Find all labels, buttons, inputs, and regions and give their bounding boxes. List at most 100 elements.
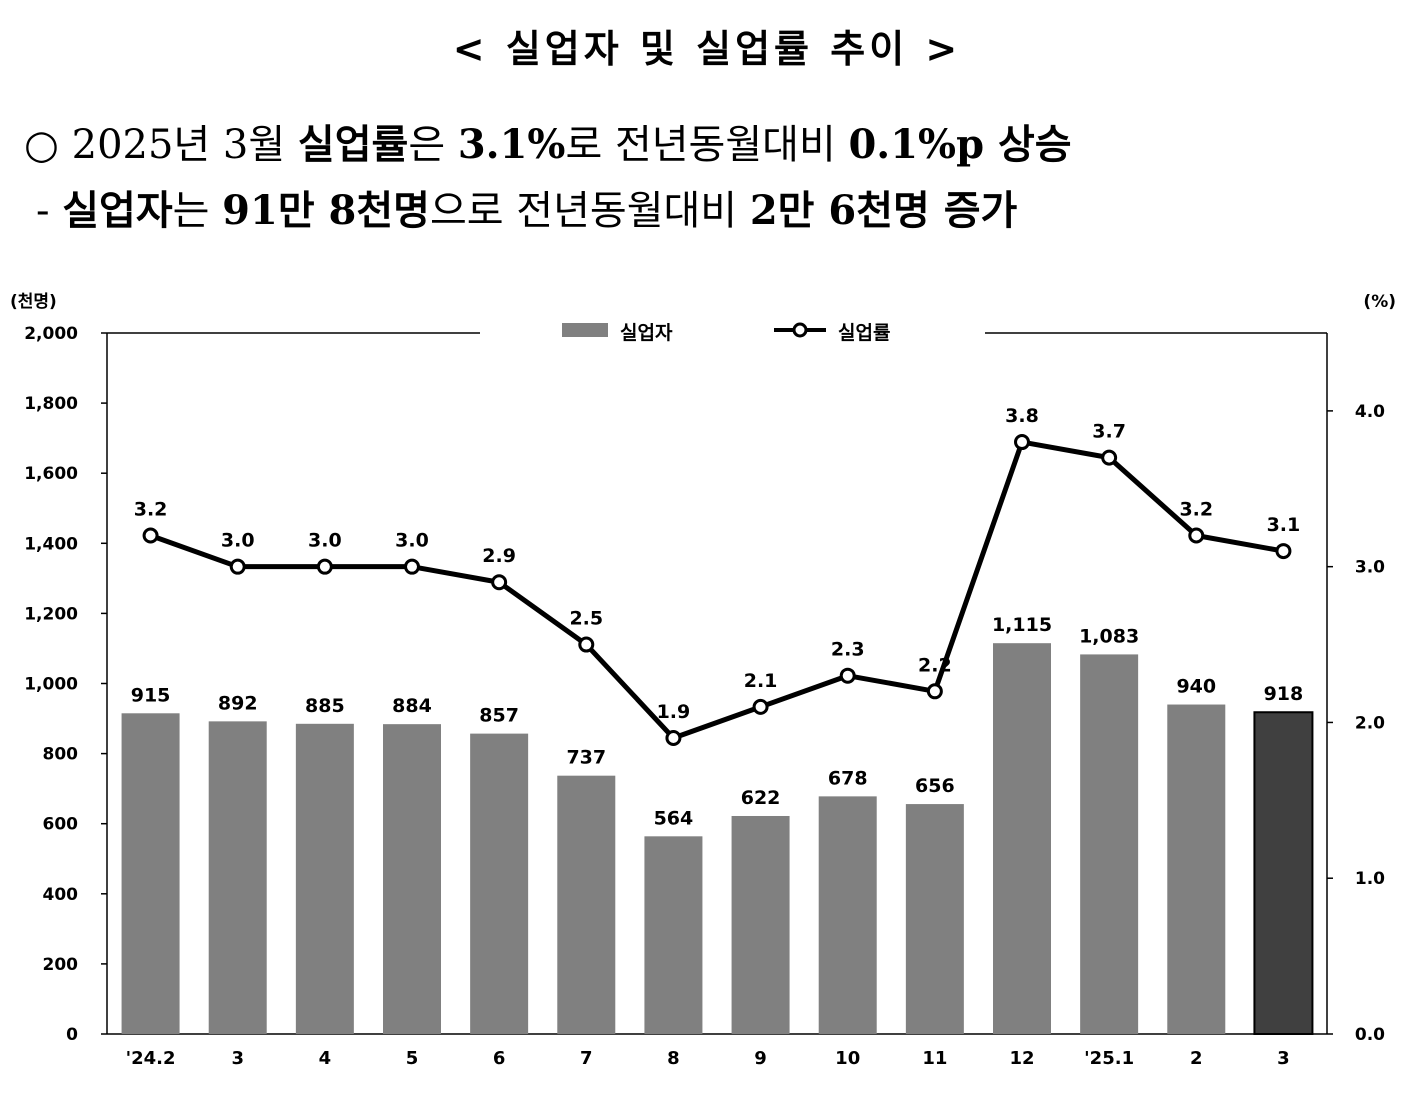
line-series <box>142 434 1292 747</box>
rate-point <box>926 683 943 700</box>
legend-line-label: 실업률 <box>838 322 890 344</box>
rate-value-label: 3.0 <box>395 530 429 552</box>
bar <box>993 643 1051 1034</box>
x-tick-label: 6 <box>493 1048 506 1069</box>
rate-point <box>404 558 420 575</box>
bar <box>208 721 267 1034</box>
bar-value-label: 622 <box>741 787 781 809</box>
legend-bar-swatch <box>562 323 608 337</box>
rate-point <box>1188 527 1205 544</box>
rate-value-label: 3.1 <box>1267 514 1301 536</box>
right-tick-label: 1.0 <box>1355 869 1385 889</box>
bar-highlight <box>1253 711 1314 1036</box>
left-tick-label: 800 <box>43 745 79 765</box>
left-tick-label: 1,800 <box>24 394 78 414</box>
bar-value-label: 656 <box>915 775 955 797</box>
bar <box>1167 704 1226 1034</box>
bar <box>557 775 616 1034</box>
right-axis-unit: (%) <box>1363 292 1396 312</box>
bar <box>1080 654 1139 1034</box>
summary-text: 로 전년동월대비 <box>565 122 849 168</box>
x-tick-label: '24.2 <box>126 1048 176 1069</box>
bar-value-label: 915 <box>131 684 171 706</box>
bar-value-label: 940 <box>1176 676 1216 698</box>
right-tick-label: 0.0 <box>1355 1025 1385 1045</box>
x-tick-label: 3 <box>231 1048 244 1069</box>
rate-value-label: 1.9 <box>657 701 691 723</box>
summary-dash: - <box>36 188 63 234</box>
summary-keyword: 실업자 <box>62 187 173 234</box>
left-tick-label: 1,200 <box>24 604 78 624</box>
legend-line-marker <box>792 322 808 338</box>
left-tick-label: 200 <box>43 955 79 975</box>
left-tick-label: 1,400 <box>24 534 78 554</box>
bar <box>121 713 180 1034</box>
bar-value-label: 1,115 <box>992 614 1052 636</box>
page-title: < 실업자 및 실업률 추이 > <box>452 27 962 71</box>
x-tick-label: 12 <box>1009 1048 1034 1069</box>
rate-point <box>491 574 508 591</box>
rate-point <box>752 698 769 715</box>
line-data-labels: 3.2 3.0 3.0 3.0 2.9 2.5 1.9 2.1 2.3 2.2 3.8 3.7 3.2 3… <box>134 405 1301 723</box>
right-tick-label: 4.0 <box>1355 402 1385 422</box>
bar <box>383 724 441 1034</box>
rate-point <box>1014 434 1030 451</box>
rate-point <box>839 667 856 684</box>
bar-value-label: 884 <box>392 695 432 717</box>
rate-value-label: 3.0 <box>221 530 255 552</box>
bar <box>818 796 877 1034</box>
rate-point <box>1275 543 1292 560</box>
x-tick-label: 10 <box>835 1048 860 1069</box>
bar <box>470 733 529 1034</box>
rate-point <box>1101 449 1118 466</box>
rate-value-label: 2.9 <box>482 545 516 567</box>
rate-point <box>142 527 159 544</box>
plot-frame <box>106 332 1328 1035</box>
rate-line <box>149 439 1284 741</box>
summary-line-unemployed: - 실업자는 91만 8천명으로 전년동월대비 2만 6천명 증가 <box>36 178 1017 236</box>
bar-data-labels: 915 892 885 884 857 737 564 622 678 656 1,115 1,083… <box>131 614 1304 829</box>
x-tick-label: '25.1 <box>1084 1048 1134 1069</box>
summary-value: 3.1% <box>457 121 566 168</box>
bar-value-label: 857 <box>479 705 519 727</box>
left-tick-label: 1,600 <box>24 464 78 484</box>
summary-line-rate: ○ 2025년 3월 실업률은 3.1%로 전년동월대비 0.1%p 상승 <box>24 112 1072 170</box>
bar <box>295 723 354 1034</box>
rate-point <box>229 558 246 575</box>
x-tick-label: 9 <box>754 1048 767 1069</box>
summary-keyword: 실업률 <box>297 121 409 168</box>
right-axis: 0.0 1.0 2.0 3.0 4.0 <box>1327 402 1385 1045</box>
x-tick-label: 4 <box>319 1048 332 1069</box>
bullet-circle: ○ <box>24 122 59 168</box>
right-tick-label: 2.0 <box>1355 713 1385 733</box>
x-tick-label: 2 <box>1190 1048 1203 1069</box>
rate-value-label: 3.2 <box>1179 499 1213 521</box>
summary-text: 2025년 3월 <box>58 122 298 168</box>
rate-value-label: 3.2 <box>134 499 168 521</box>
x-tick-label: 8 <box>667 1048 680 1069</box>
rate-value-label: 3.0 <box>308 530 342 552</box>
left-tick-label: 400 <box>43 885 79 905</box>
legend-bar-label: 실업자 <box>620 322 673 344</box>
left-axis: 0 200 400 600 800 1,000 1,200 1,400 1,600 1,800 2,… <box>24 324 107 1045</box>
legend: 실업자 실업률 <box>562 322 890 344</box>
bar-value-label: 885 <box>305 695 345 717</box>
rate-value-label: 2.3 <box>831 639 865 661</box>
bar-value-label: 737 <box>566 747 606 769</box>
left-axis-unit: (천명) <box>10 292 57 312</box>
rate-value-label: 3.8 <box>1005 405 1039 427</box>
rate-point <box>316 558 333 575</box>
bar <box>905 804 964 1034</box>
bar-series <box>121 643 1314 1036</box>
summary-change: 0.1%p 상승 <box>848 121 1072 168</box>
summary-change: 2만 6천명 증가 <box>749 187 1018 234</box>
x-tick-label: 7 <box>580 1048 593 1069</box>
rate-value-label: 2.1 <box>744 670 778 692</box>
bar-value-label: 1,083 <box>1079 625 1139 647</box>
rate-value-label: 2.5 <box>569 608 603 630</box>
summary-text: 은 <box>408 122 458 168</box>
bar <box>731 815 790 1034</box>
bar-value-label: 678 <box>828 767 868 789</box>
rate-point <box>665 730 682 747</box>
left-tick-label: 1,000 <box>24 675 78 695</box>
